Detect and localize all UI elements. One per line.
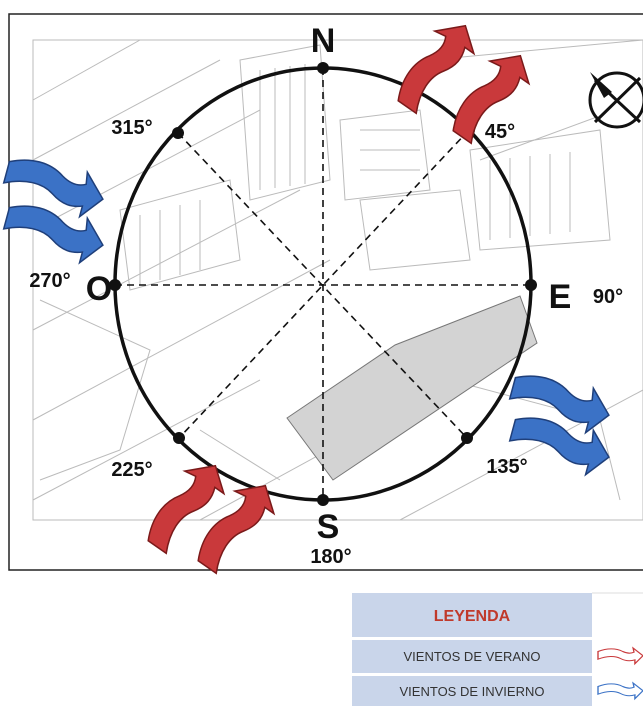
degree-label: 135° <box>486 456 527 478</box>
legend-cell <box>352 640 592 673</box>
legend-cell <box>352 593 592 637</box>
south-label: S <box>317 508 340 546</box>
map <box>32 39 643 521</box>
degree-label: 270° <box>29 270 70 292</box>
legend-title: LEYENDA <box>434 608 511 625</box>
north-arrow <box>588 71 643 129</box>
degree-label: 45° <box>485 121 515 143</box>
degree-label: 180° <box>310 546 351 568</box>
east-label: E <box>549 278 572 316</box>
north-label: N <box>311 22 336 60</box>
west-label: O <box>86 270 112 308</box>
legend-item: VIENTOS DE INVIERNO <box>400 684 545 699</box>
degree-label: 315° <box>111 117 152 139</box>
axes <box>115 68 531 500</box>
legend-cell <box>352 676 592 706</box>
degree-label: 90° <box>593 286 623 308</box>
degree-label: 225° <box>111 459 152 481</box>
legend: LEYENDA VIENTOS DE VERANO VIENTOS DE INV… <box>352 592 643 706</box>
legend-item: VIENTOS DE VERANO <box>403 649 540 664</box>
